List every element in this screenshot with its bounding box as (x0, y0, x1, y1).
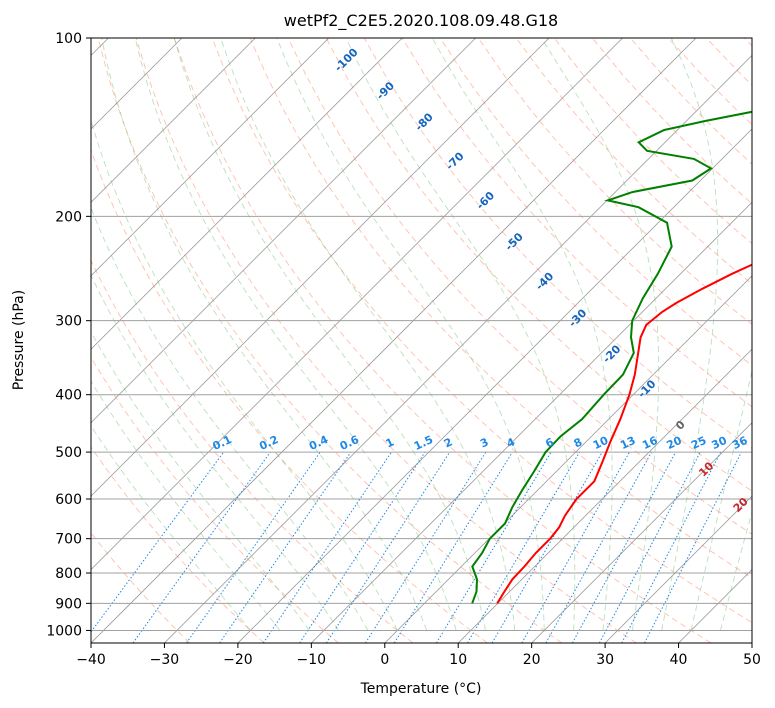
moist-adiabat-line (276, 38, 545, 631)
mixing-ratio-line (365, 451, 487, 643)
dry-adiabat-line (173, 38, 712, 643)
moist-adiabat-line (661, 38, 719, 631)
y-axis-ticks: 100 200 300 400 500 600 700 800 900 1000 (46, 31, 91, 639)
mixing-ratio-line (186, 451, 321, 643)
dry-adiabat-line (97, 38, 563, 643)
y-tick-label: 600 (55, 492, 82, 508)
mixing-ratio-label: 20 (664, 434, 684, 452)
x-tick-label: 20 (523, 652, 541, 668)
isotherm-line (457, 348, 752, 643)
mixing-ratio-label: 25 (689, 434, 708, 452)
mixing-ratio-label: 30 (710, 434, 730, 452)
mixing-ratio-label: 16 (640, 434, 660, 452)
moist-adiabat-line (431, 38, 613, 631)
mixing-ratio-line (571, 451, 677, 643)
y-tick-label: 1000 (46, 623, 82, 639)
x-tick-label: 40 (670, 652, 688, 668)
plot-frame (90, 37, 753, 644)
moist-adiabat-line (101, 38, 428, 631)
dry-adiabat-line (135, 38, 637, 643)
moist-adiabat-line (91, 206, 369, 631)
y-tick-label: 400 (55, 388, 82, 404)
y-tick-label: 200 (55, 209, 82, 225)
x-tick-label: −30 (150, 652, 180, 668)
y-tick-label: 900 (55, 596, 82, 612)
dry-adiabat-line (249, 38, 752, 579)
y-tick-label: 700 (55, 532, 82, 548)
moist-adiabat-line (134, 38, 457, 631)
background-lines (91, 38, 752, 643)
isotherm-line (531, 422, 752, 643)
dry-adiabat-line (287, 38, 752, 535)
isotherm-line (91, 38, 623, 571)
mixing-ratio-line (644, 451, 742, 643)
y-axis-label: Pressure (hPa) (11, 290, 27, 390)
profile-lines (471, 110, 752, 604)
moist-adiabat-line (690, 368, 752, 631)
x-tick-label: 10 (449, 652, 467, 668)
chart-title: wetPf2_C2E5.2020.108.09.48.G18 (284, 11, 558, 31)
moist-adiabat-line (91, 380, 281, 631)
isotherm-line (91, 38, 697, 643)
moist-adiabat-line (91, 330, 310, 631)
temperature-profile (496, 263, 752, 604)
isotherm-line (604, 495, 752, 643)
x-axis-label: Temperature (°C) (360, 681, 482, 697)
mixing-ratio-line (435, 451, 552, 643)
dry-adiabat-line (91, 259, 414, 643)
x-tick-label: −40 (76, 652, 106, 668)
moist-adiabat-line (345, 38, 576, 631)
mixing-ratio-line (299, 451, 426, 643)
moist-adiabat-line (541, 38, 660, 631)
mixing-ratio-label: 10 (591, 434, 611, 452)
moist-adiabat-line (91, 274, 339, 631)
dry-adiabat-line (91, 446, 265, 643)
x-tick-label: −10 (297, 652, 327, 668)
y-tick-label: 300 (55, 314, 82, 330)
isotherm-line (91, 38, 550, 497)
dry-adiabat-line (325, 38, 752, 492)
isotherm-line (91, 38, 330, 277)
isotherm-line (91, 38, 256, 203)
mixing-ratio-line (621, 451, 722, 643)
dewpoint-profile (471, 110, 752, 604)
x-tick-label: 0 (380, 652, 389, 668)
isotherm-line (164, 54, 752, 643)
x-axis-ticks: −40 −30 −20 −10 0 10 20 30 40 50 (76, 643, 761, 668)
y-tick-label: 500 (55, 445, 82, 461)
x-tick-label: 50 (743, 652, 761, 668)
mixing-ratio-line (91, 451, 225, 633)
mixing-ratio-label: 13 (618, 434, 637, 452)
moist-adiabat-line (91, 118, 398, 631)
mixing-ratio-label: 36 (730, 434, 750, 452)
mixing-ratio-line (393, 451, 513, 643)
mixing-ratio-line (521, 451, 630, 643)
isotherm-line (91, 38, 476, 424)
mixing-ratio-line (219, 451, 352, 643)
mixing-ratio-line (598, 451, 701, 643)
pressure-grid (91, 38, 752, 631)
x-tick-label: 30 (596, 652, 614, 668)
isotherm-line (237, 128, 752, 643)
mixing-ratio-line (325, 451, 451, 643)
isotherm-line (311, 201, 752, 643)
isotherm-line (91, 38, 403, 350)
dry-adiabat-line (211, 38, 752, 624)
mixing-ratio-line (132, 451, 271, 643)
mixing-ratio-line (545, 451, 652, 643)
moist-adiabat-line (220, 38, 516, 631)
y-tick-label: 800 (55, 566, 82, 582)
y-tick-label: 100 (55, 31, 82, 47)
x-tick-label: −20 (223, 652, 253, 668)
moist-adiabat-line (720, 510, 752, 631)
moist-adiabat-line (91, 424, 251, 631)
isotherm-line (384, 275, 752, 643)
